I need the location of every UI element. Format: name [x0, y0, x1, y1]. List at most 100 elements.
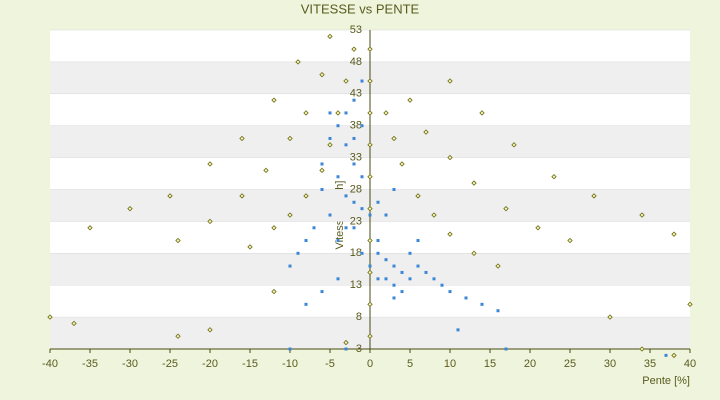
x-tick-label: -15	[242, 358, 258, 370]
point	[207, 218, 213, 225]
y-tick-label: 8	[356, 311, 362, 323]
point	[352, 136, 356, 140]
point	[344, 143, 348, 147]
point	[400, 270, 404, 274]
y-tick-label: 33	[350, 152, 362, 164]
x-tick-label: 30	[604, 358, 616, 370]
point	[344, 194, 348, 198]
x-tick-label: 5	[407, 358, 413, 370]
point	[392, 283, 396, 287]
point	[367, 269, 373, 276]
point	[175, 237, 181, 244]
point	[360, 79, 364, 83]
y-tick-label: 3	[356, 343, 362, 355]
point	[432, 277, 436, 281]
point	[664, 353, 668, 357]
point	[391, 135, 397, 142]
y-tick-label: 43	[350, 88, 362, 100]
point	[447, 78, 453, 84]
x-tick-label: -10	[282, 358, 298, 370]
point	[312, 226, 316, 230]
point	[247, 244, 253, 250]
point	[464, 296, 468, 300]
x-tick-label: -5	[325, 358, 335, 370]
point	[416, 239, 420, 243]
point	[360, 124, 364, 128]
x-tick-label: 20	[524, 358, 536, 370]
point	[352, 162, 356, 166]
point	[496, 309, 500, 313]
point	[319, 71, 325, 78]
x-tick-label: 0	[367, 358, 373, 370]
point	[471, 250, 477, 256]
point	[639, 346, 645, 352]
x-axis-label: Pente [%]	[642, 375, 690, 387]
x-tick-label: 10	[444, 358, 456, 370]
point	[320, 188, 324, 191]
point	[551, 174, 557, 180]
point	[408, 277, 412, 281]
point	[175, 333, 181, 339]
point	[351, 46, 357, 52]
point	[367, 142, 373, 148]
point	[127, 205, 133, 212]
point	[367, 46, 373, 52]
point	[239, 193, 245, 199]
x-tick-label: -20	[202, 358, 218, 370]
x-tick-label: 15	[484, 358, 496, 370]
point	[320, 162, 324, 166]
point	[495, 263, 501, 269]
point	[392, 264, 396, 268]
point	[392, 188, 396, 191]
point	[367, 237, 373, 244]
point	[328, 213, 332, 217]
point	[352, 200, 356, 204]
point	[383, 110, 389, 116]
point	[456, 328, 460, 332]
point	[671, 352, 677, 359]
point	[479, 110, 485, 116]
point	[327, 33, 333, 40]
y-tick-label: 28	[350, 183, 362, 195]
point	[336, 124, 340, 128]
point	[328, 111, 332, 115]
point	[567, 237, 573, 244]
point	[367, 174, 373, 180]
y-tick-label: 23	[350, 215, 362, 227]
x-tick-label: 40	[684, 358, 696, 370]
point	[167, 193, 173, 199]
point	[320, 290, 324, 294]
point	[639, 212, 645, 218]
point	[431, 212, 437, 218]
point	[367, 205, 373, 212]
point	[335, 110, 341, 116]
point	[271, 288, 277, 295]
point	[368, 264, 372, 268]
point	[271, 225, 277, 231]
y-tick-label: 18	[350, 247, 362, 259]
point	[207, 161, 213, 167]
point	[303, 193, 309, 199]
point	[263, 167, 269, 174]
point	[287, 135, 293, 142]
x-tick-label: -40	[42, 358, 58, 370]
point	[591, 193, 597, 199]
point	[407, 97, 413, 103]
point	[304, 302, 308, 306]
point	[447, 231, 453, 237]
point	[344, 347, 348, 351]
point	[503, 205, 509, 212]
point	[376, 277, 380, 281]
point	[303, 110, 309, 116]
point	[504, 347, 508, 351]
point	[367, 78, 373, 84]
point	[535, 225, 541, 231]
x-tick-label: 35	[644, 358, 656, 370]
point	[384, 277, 388, 281]
point	[424, 270, 428, 274]
y-tick-label: 38	[350, 120, 362, 132]
point	[376, 251, 380, 255]
point	[336, 175, 340, 179]
point	[408, 251, 412, 255]
chart-title: VITESSE vs PENTE	[301, 1, 420, 16]
